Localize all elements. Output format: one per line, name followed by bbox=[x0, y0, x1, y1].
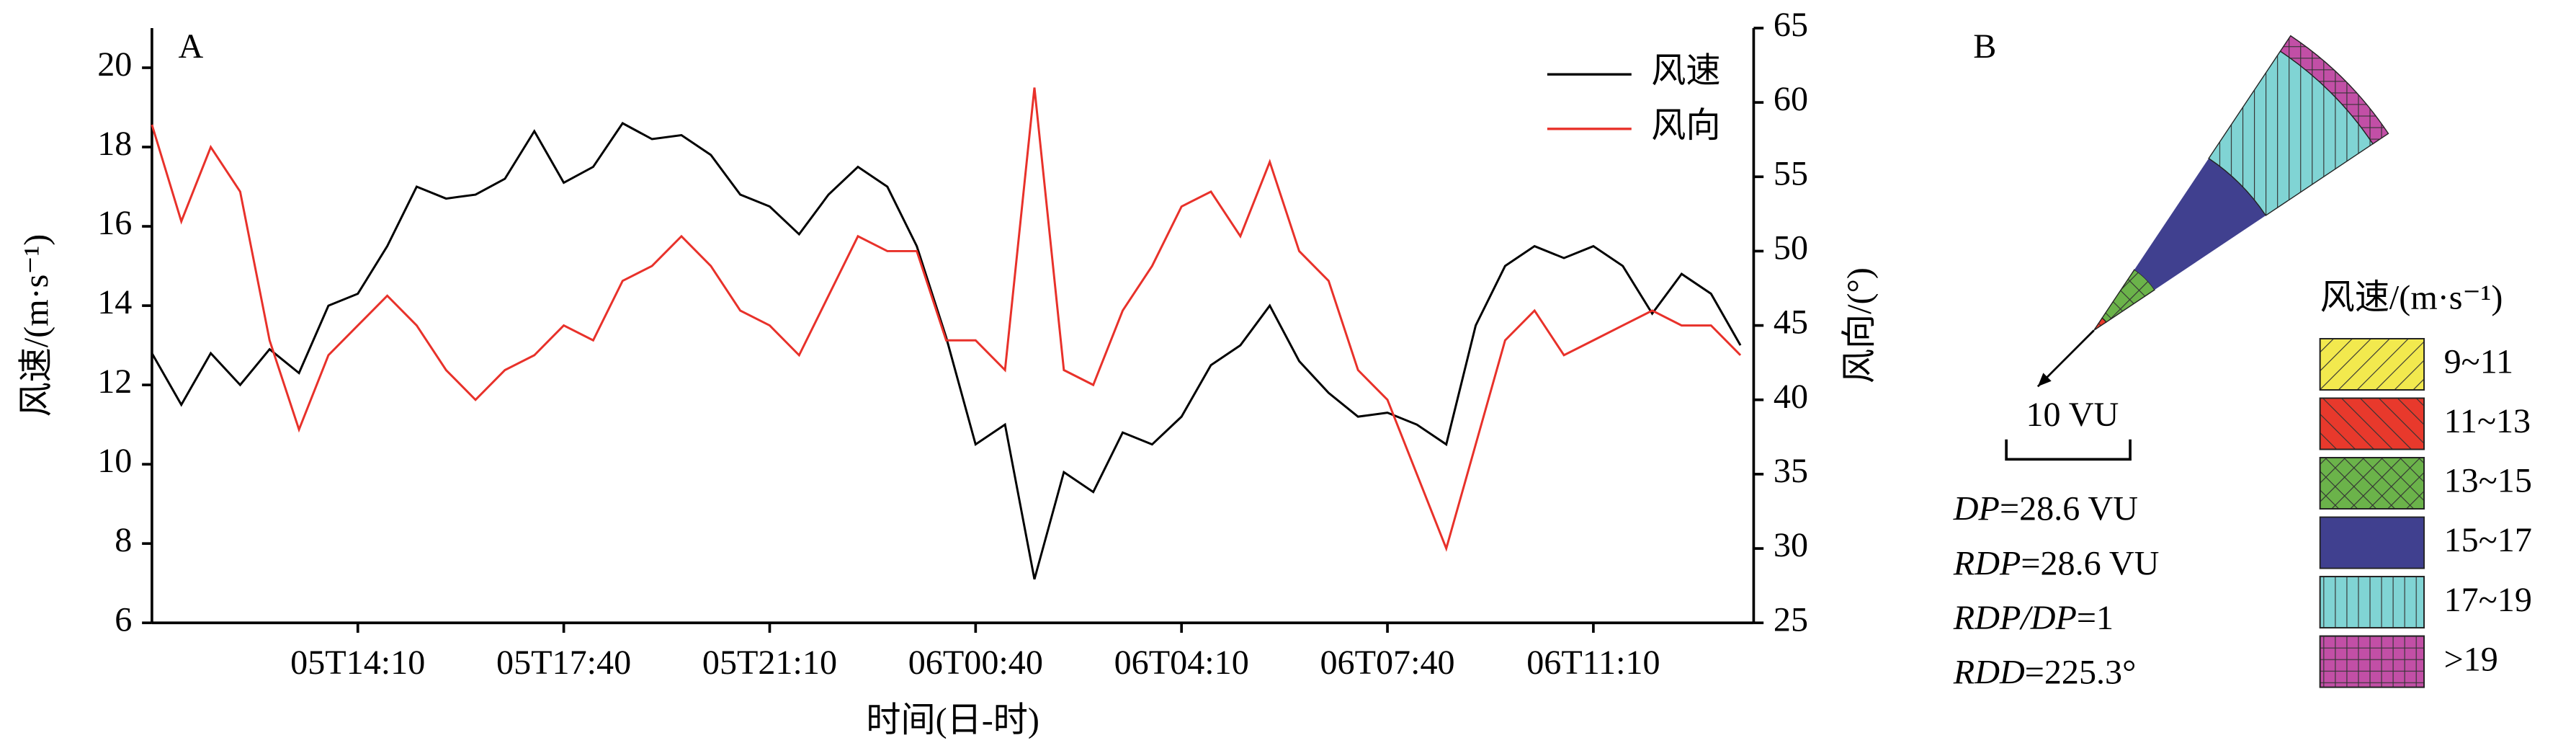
x-tick-label: 06T00:40 bbox=[908, 644, 1043, 682]
y2-tick-label: 25 bbox=[1774, 600, 1808, 639]
legend-title: 风速/(m·s⁻¹) bbox=[2320, 278, 2503, 316]
legend-label: 风速 bbox=[1651, 52, 1720, 90]
x-axis-title: 时间(日-时) bbox=[866, 701, 1039, 739]
y-axis-title: 风速/(m·s⁻¹) bbox=[17, 234, 55, 417]
y-tick-label: 14 bbox=[97, 283, 132, 321]
legend-hatch bbox=[2319, 397, 2425, 450]
y2-tick-label: 45 bbox=[1774, 303, 1808, 342]
annotation-value: =28.6 VU bbox=[2000, 490, 2138, 528]
annotation: RDP/DP=1 bbox=[1953, 599, 2114, 637]
annotation-symbol: RDP/DP bbox=[1953, 599, 2077, 637]
scale-bar bbox=[2005, 439, 2132, 461]
x-tick-label: 06T11:10 bbox=[1526, 644, 1660, 682]
rose-hatch bbox=[2101, 269, 2155, 323]
legend-label: 15~17 bbox=[2444, 521, 2532, 559]
y-tick-label: 16 bbox=[97, 204, 132, 242]
x-tick-label: 06T07:40 bbox=[1320, 644, 1454, 682]
legend-swatch bbox=[2319, 516, 2425, 569]
y2-tick-label: 65 bbox=[1774, 6, 1808, 44]
annotation: RDD=225.3° bbox=[1953, 654, 2137, 692]
y-tick-label: 18 bbox=[97, 125, 132, 163]
x-tick-label: 05T14:10 bbox=[290, 644, 425, 682]
annotation-symbol: RDD bbox=[1953, 654, 2025, 692]
rose-segment bbox=[2101, 269, 2155, 323]
x-tick-label: 05T17:40 bbox=[496, 644, 631, 682]
rose-hatch bbox=[2279, 35, 2389, 145]
legend-label: 17~19 bbox=[2444, 581, 2532, 619]
annotation-symbol: RDP bbox=[1953, 544, 2021, 582]
legend-hatch bbox=[2319, 635, 2425, 688]
y2-tick-label: 60 bbox=[1774, 80, 1808, 118]
data-line bbox=[151, 87, 1742, 552]
legend-label: 9~11 bbox=[2444, 343, 2513, 381]
legend-label: 风向 bbox=[1651, 107, 1720, 145]
legend-label: 13~15 bbox=[2444, 462, 2532, 500]
y2-tick-label: 30 bbox=[1774, 526, 1808, 564]
panel-label: A bbox=[179, 27, 204, 66]
panel-label: B bbox=[1973, 27, 1996, 66]
annotation-value: =1 bbox=[2077, 599, 2114, 637]
rose-segment bbox=[2134, 158, 2266, 290]
legend-label: >19 bbox=[2444, 640, 2498, 678]
annotation-value: =28.6 VU bbox=[2021, 544, 2159, 582]
rose-wedge bbox=[2134, 158, 2266, 290]
legend-label: 11~13 bbox=[2444, 402, 2531, 440]
legend-hatch bbox=[2319, 457, 2425, 510]
y-tick-label: 6 bbox=[115, 600, 132, 639]
y2-tick-label: 40 bbox=[1774, 378, 1808, 416]
rose-segment bbox=[2279, 35, 2389, 145]
y2-axis-title: 风向/(°) bbox=[1841, 267, 1879, 383]
y-tick-label: 10 bbox=[97, 442, 132, 480]
annotation-symbol: DP bbox=[1953, 490, 2000, 528]
y2-tick-label: 35 bbox=[1774, 452, 1808, 490]
legend-hatch bbox=[2319, 576, 2425, 629]
annotation-value: =225.3° bbox=[2025, 654, 2137, 692]
y-tick-label: 20 bbox=[97, 45, 132, 84]
x-tick-label: 06T04:10 bbox=[1114, 644, 1249, 682]
legend-hatch bbox=[2319, 338, 2425, 391]
annotation: RDP=28.6 VU bbox=[1953, 544, 2160, 582]
scale-label: 10 VU bbox=[2026, 396, 2119, 434]
arrow-head bbox=[2037, 373, 2052, 387]
y-tick-label: 12 bbox=[97, 363, 132, 401]
y-tick-label: 8 bbox=[115, 521, 132, 559]
y2-tick-label: 55 bbox=[1774, 154, 1808, 192]
x-tick-label: 05T21:10 bbox=[702, 644, 837, 682]
annotation: DP=28.6 VU bbox=[1953, 490, 2138, 528]
y2-tick-label: 50 bbox=[1774, 228, 1808, 267]
